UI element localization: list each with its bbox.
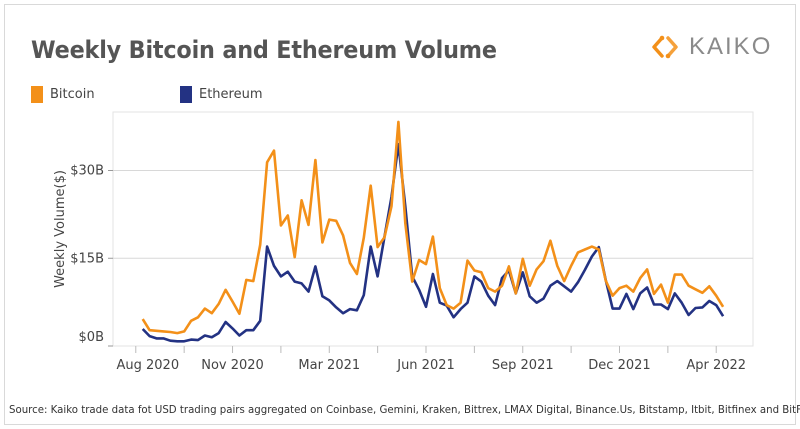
logo-text: KAIKO	[689, 33, 773, 60]
kaiko-chevron-logo-icon	[652, 35, 678, 59]
x-tick-label: Dec 2021	[588, 358, 650, 373]
y-tick-label: $30B	[70, 164, 104, 179]
source-note: Source: Kaiko trade data fot USD trading…	[9, 405, 800, 416]
ethereum-swatch	[180, 86, 192, 103]
legend-label: Ethereum	[199, 87, 263, 102]
y-tick-label: $15B	[70, 251, 104, 266]
series-line-ethereum	[141, 142, 725, 343]
x-tick-label: Sep 2021	[492, 358, 554, 373]
x-tick-label: Aug 2020	[116, 358, 179, 373]
x-tick-label: Jun 2021	[396, 358, 455, 373]
x-tick-label: Nov 2020	[201, 358, 264, 373]
legend-item-ethereum[interactable]: Ethereum	[180, 86, 263, 103]
chart-frame	[4, 4, 796, 425]
chart-title: Weekly Bitcoin and Ethereum Volume	[31, 36, 497, 64]
x-tick-label: Mar 2021	[298, 358, 360, 373]
kaiko-logo: KAIKO	[652, 33, 772, 61]
bitcoin-swatch	[31, 86, 43, 103]
plot-area	[112, 111, 754, 347]
x-tick-label: Apr 2022	[686, 358, 746, 373]
y-tick-label: $0B	[79, 330, 104, 345]
legend-label: Bitcoin	[50, 87, 95, 102]
legend-item-bitcoin[interactable]: Bitcoin	[31, 86, 95, 103]
series-line-bitcoin	[141, 120, 725, 335]
y-axis-label: Weekly Volume($)	[53, 170, 68, 288]
